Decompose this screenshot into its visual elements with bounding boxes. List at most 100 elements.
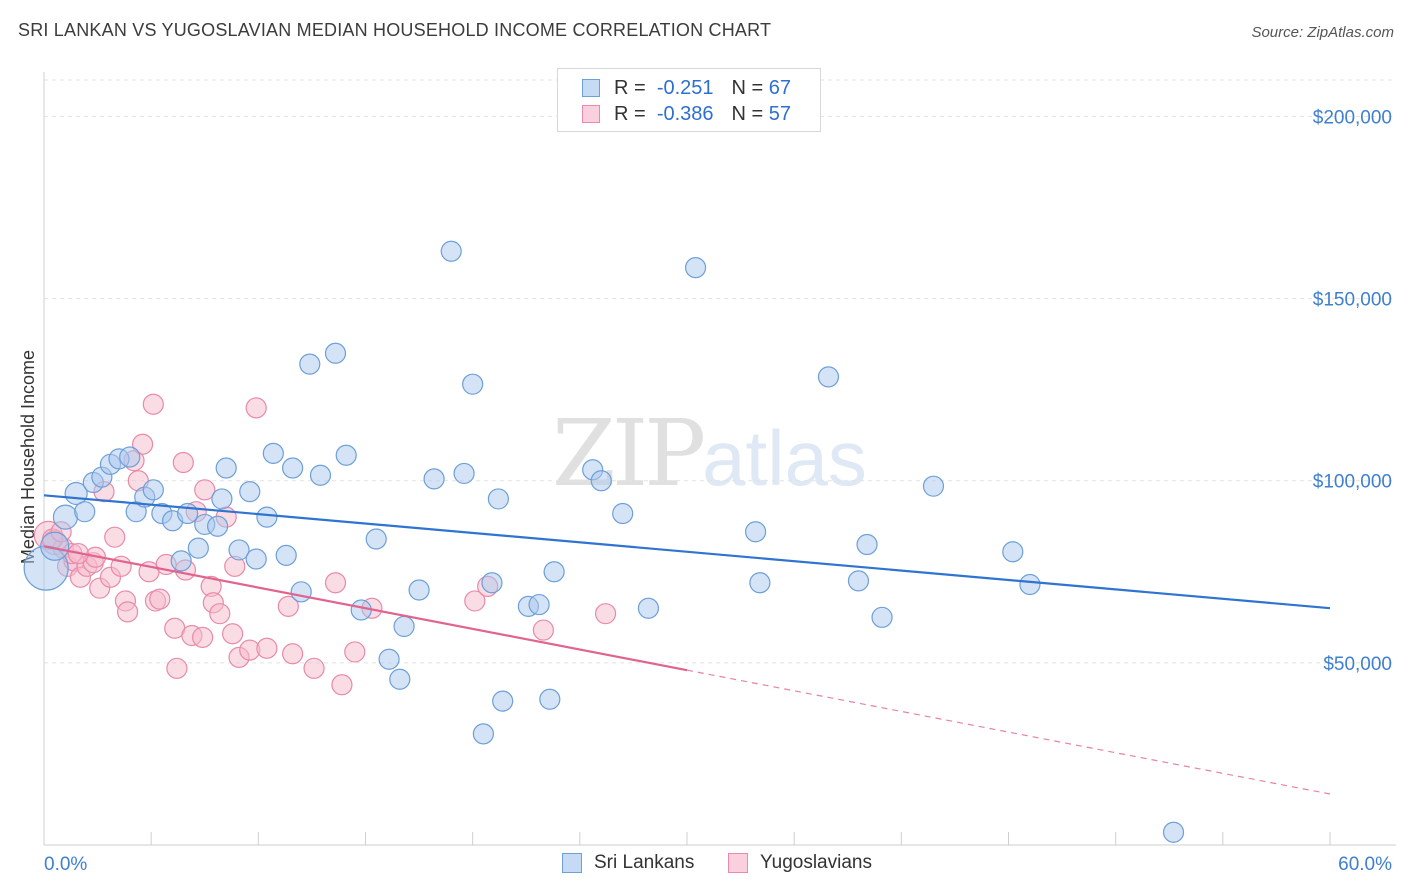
sri-lankans-point: [245, 548, 267, 570]
y-tick-label: $200,000: [1313, 107, 1392, 128]
bottom-legend-swatch-blue: [562, 853, 582, 873]
series-yugoslavians-points: [33, 393, 617, 696]
legend-swatch-blue: [582, 79, 600, 97]
sri-lankans-point: [462, 373, 484, 395]
sri-lankans-point: [871, 606, 893, 628]
yugoslavians-point: [209, 603, 231, 625]
legend-r-label: R =: [614, 102, 646, 125]
legend-r-label: R =: [614, 76, 646, 99]
bottom-legend-sri-lankans: Sri Lankans: [562, 852, 694, 874]
legend-row-sri-lankans: R = -0.251 N = 67: [582, 76, 791, 100]
watermark-zip: ZIP: [552, 400, 706, 507]
yugoslavians-point: [131, 433, 154, 455]
sri-lankans-point: [256, 506, 278, 528]
sri-lankans-point: [119, 446, 141, 468]
legend-row-yugoslavians: R = -0.386 N = 57: [582, 102, 791, 126]
y-tick-labels: $50,000 $100,000 $150,000 $200,000: [1313, 107, 1392, 674]
sri-lankans-point: [211, 488, 233, 510]
yugoslavians-point: [282, 643, 304, 665]
sri-lankans-point: [1002, 541, 1024, 563]
bottom-legend-label: Sri Lankans: [594, 852, 695, 873]
sri-lankans-point: [590, 470, 612, 492]
x-tick-label-max: 60.0%: [1338, 854, 1392, 875]
source-label: Source: ZipAtlas.com: [1251, 24, 1394, 41]
sri-lankans-point: [299, 353, 321, 375]
yugoslavians-point: [324, 572, 347, 594]
sri-lankans-point: [423, 468, 445, 490]
sri-lankans-point: [170, 550, 192, 572]
sri-lankans-point: [922, 475, 945, 497]
sri-lankans-point: [528, 593, 550, 616]
x-ticks: [43, 832, 1331, 845]
sri-lankans-point: [543, 561, 565, 583]
sri-lankans-point: [440, 240, 462, 262]
sri-lankans-point: [408, 579, 430, 601]
yugoslavians-point: [245, 397, 267, 419]
legend-n-value: 57: [768, 102, 792, 125]
sri-lankans-point: [40, 531, 70, 561]
legend-n-value: 67: [768, 76, 792, 99]
sri-lankans-point: [324, 342, 347, 364]
yugoslavians-point: [194, 479, 216, 501]
sri-lankans-point: [612, 502, 634, 525]
yugoslavians-point: [331, 674, 353, 696]
sri-lankans-point: [684, 257, 707, 279]
yugoslavians-point: [464, 590, 486, 612]
sri-lankans-point: [74, 501, 96, 523]
series-sri-lankans-points: [23, 240, 1185, 843]
y-axis-label: Median Household Income: [18, 350, 38, 564]
sri-lankans-point: [1162, 821, 1185, 843]
sri-lankans-point: [262, 442, 284, 464]
sri-lankans-point: [335, 444, 357, 466]
yugoslavians-point: [192, 626, 214, 648]
yugoslavians-point: [303, 657, 325, 679]
y-tick-label: $150,000: [1313, 290, 1392, 311]
sri-lankans-point: [393, 615, 415, 638]
sri-lankans-point: [472, 723, 494, 745]
x-tick-label-min: 0.0%: [44, 854, 87, 875]
sri-lankans-point: [52, 504, 79, 530]
watermark: ZIPatlas: [552, 400, 867, 507]
sri-lankans-point: [239, 481, 261, 503]
sri-lankans-point: [1019, 573, 1041, 596]
yugoslavians-trend-extension: [686, 669, 1331, 795]
correlation-legend: R = -0.251 N = 67 R = -0.386 N = 57: [557, 68, 821, 132]
y-tick-label: $100,000: [1313, 472, 1392, 493]
sri-lankans-point: [275, 544, 297, 566]
bottom-legend-swatch-pink: [728, 853, 748, 873]
sri-lankans-point: [350, 599, 372, 621]
axes: [43, 72, 1396, 846]
chart-title: SRI LANKAN VS YUGOSLAVIAN MEDIAN HOUSEHO…: [18, 20, 772, 40]
yugoslavians-point: [277, 595, 299, 617]
sri-lankans-point: [856, 533, 878, 556]
sri-lankans-point: [282, 457, 304, 479]
yugoslavians-point: [532, 619, 554, 641]
bottom-legend-yugoslavians: Yugoslavians: [728, 852, 872, 874]
yugoslavians-point: [116, 601, 139, 623]
sri-lankans-point: [492, 690, 514, 712]
sri-lankans-point: [817, 366, 840, 388]
legend-n-label: N =: [731, 76, 764, 99]
sri-lankans-point: [539, 688, 561, 710]
sri-lankans-trend-line: [43, 494, 1331, 610]
sri-lankans-point: [749, 572, 771, 594]
sri-lankans-point: [847, 570, 870, 592]
sri-lankans-point: [290, 581, 312, 603]
yugoslavians-point: [222, 623, 244, 645]
sri-lankans-point: [453, 462, 475, 485]
sri-lankans-point: [309, 464, 332, 486]
yugoslavians-trend-line: [43, 545, 688, 672]
yugoslavians-point: [104, 526, 126, 548]
sri-lankans-point: [207, 515, 229, 537]
sri-lankans-point: [215, 457, 237, 479]
legend-r-value: -0.251: [656, 76, 714, 99]
sri-lankans-point: [481, 572, 503, 594]
y-tick-label: $50,000: [1323, 654, 1392, 675]
sri-lankans-point: [378, 648, 400, 670]
sri-lankans-point: [637, 597, 660, 619]
legend-r-value: -0.386: [656, 102, 714, 125]
yugoslavians-point: [166, 657, 188, 679]
watermark-atlas: atlas: [702, 414, 867, 502]
sri-lankans-point: [228, 539, 250, 561]
